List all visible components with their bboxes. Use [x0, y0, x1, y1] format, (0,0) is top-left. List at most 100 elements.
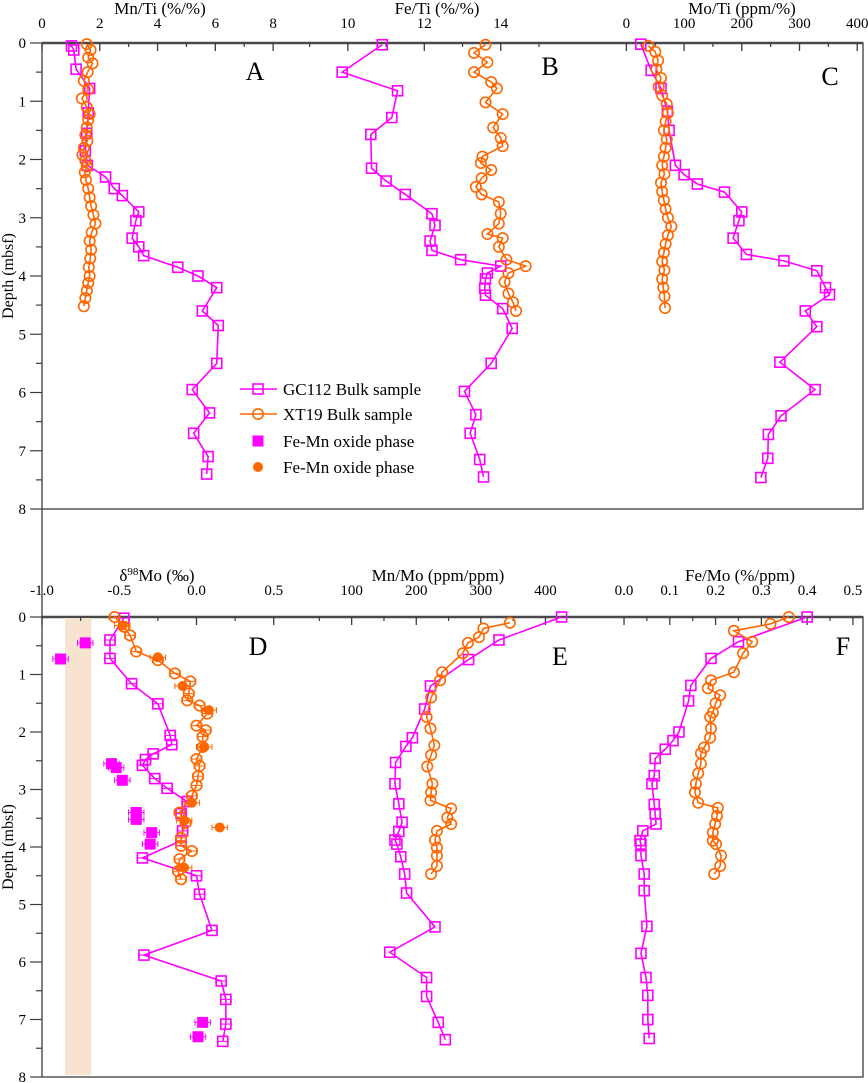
open-circle-marker — [190, 753, 203, 766]
depth-tick-label: 0 — [19, 610, 27, 626]
depth-tick-label: 0 — [19, 36, 27, 52]
open-square-marker — [678, 168, 690, 181]
x-tick-label: -1.0 — [30, 583, 54, 599]
open-square-marker — [477, 471, 490, 483]
open-square-marker — [161, 782, 173, 795]
panel-A-series-xt19-bulk — [75, 38, 102, 313]
open-circle-marker — [85, 243, 98, 256]
legend-item-xt19-bulk: XT19 Bulk sample — [240, 405, 412, 424]
open-circle-marker — [714, 859, 727, 872]
depth-tick-label: 5 — [19, 327, 27, 343]
open-circle-marker — [425, 748, 438, 761]
open-circle-marker — [185, 845, 198, 858]
open-circle-marker — [425, 786, 438, 799]
legend-label: XT19 Bulk sample — [283, 405, 412, 424]
open-circle-marker — [461, 636, 474, 649]
open-circle-marker — [175, 831, 188, 844]
open-circle-marker — [467, 66, 480, 79]
open-square-marker — [165, 738, 178, 751]
depth-axis-label: Depth (mbsf) — [0, 233, 17, 319]
open-square-marker — [635, 947, 647, 960]
open-circle-marker — [503, 616, 516, 629]
depth-tick-label: 3 — [19, 211, 27, 227]
x-tick-label: 0.3 — [752, 583, 771, 599]
open-square-marker — [104, 652, 116, 665]
open-square-marker — [396, 816, 408, 829]
panel-A: 0 2 4 6 8 Mn/Ti (%/%) A — [38, 0, 277, 480]
open-circle-marker — [76, 148, 89, 161]
open-circle-marker — [75, 92, 88, 105]
open-square-marker — [389, 834, 401, 846]
open-square-marker — [400, 740, 412, 753]
x-tick-label: 0.4 — [798, 583, 817, 599]
open-circle-marker — [764, 617, 777, 630]
x-tick-label: 400 — [846, 16, 868, 32]
open-circle-marker — [192, 770, 205, 783]
open-circle-marker — [77, 300, 90, 313]
open-square-marker — [819, 281, 832, 294]
open-circle-marker — [704, 711, 717, 724]
x-tick-label: 4 — [154, 16, 162, 32]
open-circle-marker — [658, 290, 671, 303]
open-circle-marker — [476, 150, 489, 163]
filled-circle-marker — [203, 705, 214, 716]
x-tick-label: 0.5 — [844, 583, 863, 599]
open-square-marker — [202, 450, 214, 463]
panel-F-series-xt19-bulk — [688, 610, 795, 881]
open-square-marker — [778, 255, 790, 267]
open-circle-marker — [494, 131, 507, 144]
x-tick-label: 8 — [269, 16, 277, 32]
legend-label: GC112 Bulk sample — [283, 380, 421, 399]
open-square-marker — [212, 319, 225, 332]
open-circle-marker — [469, 180, 482, 193]
open-square-marker — [439, 1033, 452, 1046]
open-circle-marker — [173, 853, 186, 866]
open-square-marker — [727, 232, 739, 244]
open-square-marker — [190, 869, 203, 882]
panel-B-series-xt19-bulk — [467, 38, 532, 317]
legend-label: Fe-Mn oxide phase — [283, 432, 414, 451]
panel-C-series-xt19-bulk — [642, 39, 678, 315]
panel-B: 10 12 14 Fe/Ti (%/%) B — [309, 0, 559, 483]
open-circle-marker — [660, 133, 673, 146]
open-square-marker — [391, 838, 403, 850]
panel-title: Mn/Mo (ppm/ppm) — [372, 566, 505, 585]
open-circle-marker — [434, 674, 447, 687]
open-square-marker — [775, 409, 787, 422]
open-circle-marker — [656, 272, 669, 285]
panel-title: Fe/Ti (%/%) — [395, 0, 480, 18]
depth-tick-label: 1 — [19, 94, 27, 110]
row-top: 0 1 2 3 4 5 6 7 8 Depth (mbsf) — [0, 36, 864, 518]
filled-circle-marker — [152, 652, 163, 663]
open-square-marker — [732, 635, 745, 648]
open-square-marker — [152, 698, 164, 710]
legend-item-gc112-bulk: GC112 Bulk sample — [240, 380, 421, 399]
x-tick-label: 400 — [534, 583, 557, 599]
x-tick-label: 200 — [405, 583, 428, 599]
open-circle-marker — [130, 645, 143, 658]
filled-square-marker — [110, 762, 122, 774]
open-square-marker — [99, 171, 112, 183]
reference-band — [65, 618, 92, 1075]
open-square-marker — [171, 261, 184, 274]
open-circle-marker — [474, 156, 487, 169]
legend: GC112 Bulk sample XT19 Bulk sample Fe-Mn o… — [240, 380, 421, 477]
filled-circle-marker — [179, 862, 190, 873]
open-circle-marker — [79, 173, 92, 186]
open-circle-marker — [706, 834, 719, 847]
open-square-marker — [762, 428, 775, 441]
filled-circle-marker — [214, 822, 225, 833]
open-square-marker — [809, 383, 821, 396]
open-circle-marker — [661, 229, 674, 242]
open-circle-marker — [175, 839, 188, 852]
open-square-marker — [429, 219, 441, 232]
open-circle-marker — [710, 809, 723, 822]
open-square-marker — [364, 128, 377, 141]
open-square-marker — [104, 634, 116, 646]
open-circle-marker — [252, 407, 265, 420]
x-tick-label: 6 — [212, 16, 220, 32]
open-circle-marker — [481, 228, 494, 241]
open-square-marker — [389, 777, 401, 790]
filled-circle-marker — [179, 815, 190, 826]
depth-tick-label: 8 — [19, 502, 27, 518]
